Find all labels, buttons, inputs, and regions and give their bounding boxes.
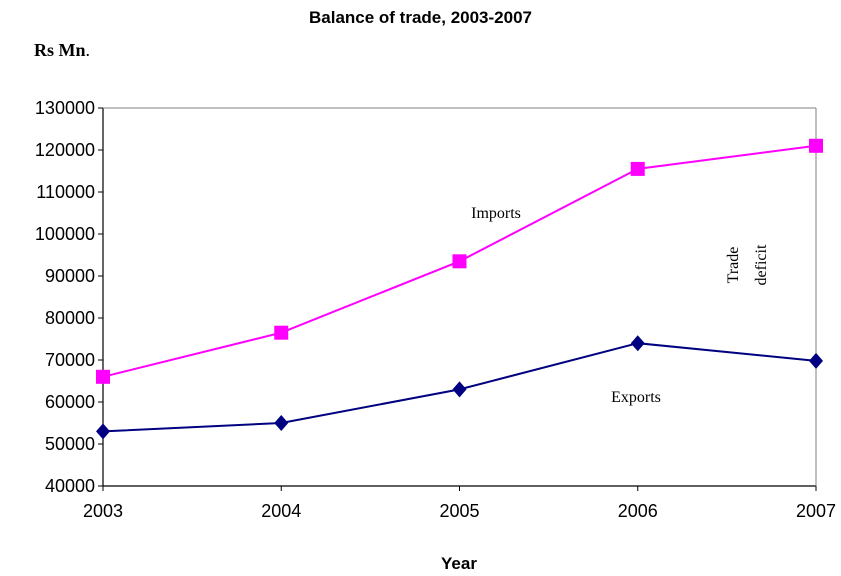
- y-tick-label: 80000: [45, 308, 95, 328]
- x-tick-label: 2003: [83, 501, 123, 521]
- y-tick-label: 120000: [35, 140, 95, 160]
- y-tick-label: 130000: [35, 98, 95, 118]
- exports-point: [630, 335, 645, 352]
- annotation-imports: Imports: [471, 205, 521, 222]
- y-tick-label: 100000: [35, 224, 95, 244]
- y-tick-label: 110000: [36, 182, 95, 202]
- imports-point: [630, 161, 645, 176]
- x-axis-label: Year: [441, 554, 477, 573]
- x-axis-ticks: 2003 2004 2005 2006 2007: [83, 486, 836, 521]
- y-tick-label: 90000: [45, 266, 95, 286]
- y-tick-label: 60000: [45, 392, 95, 412]
- y-axis-ticks: 40000 50000 60000 70000 80000 90000 100000 1100…: [35, 98, 103, 496]
- exports-point: [96, 423, 110, 440]
- y-axis-unit-label: Rs Mn.: [34, 40, 90, 61]
- x-tick-label: 2005: [439, 501, 479, 521]
- imports-point: [274, 325, 289, 340]
- y-axis-unit-bold: Rs Mn: [34, 40, 86, 60]
- annotation-exports: Exports: [611, 389, 661, 406]
- imports-point: [452, 254, 467, 269]
- chart-axes: [102, 107, 817, 487]
- annotation-imports-background: [467, 203, 525, 224]
- series-layer: [96, 138, 823, 440]
- y-tick-label: 50000: [45, 434, 95, 454]
- y-axis-unit-suffix: .: [85, 40, 91, 60]
- annotation-trade: Trade: [725, 247, 742, 284]
- exports-point: [274, 415, 289, 431]
- imports-point: [809, 138, 823, 153]
- x-tick-label: 2004: [261, 501, 301, 521]
- x-tick-label: 2007: [796, 501, 836, 521]
- x-tick-label: 2006: [618, 501, 658, 521]
- annotation-deficit: deficit: [753, 244, 770, 285]
- y-tick-label: 70000: [45, 350, 95, 370]
- exports-point: [809, 352, 823, 369]
- exports-point: [452, 381, 467, 398]
- chart-title: Balance of trade, 2003-2007: [308, 8, 532, 27]
- imports-point: [96, 369, 110, 384]
- y-tick-label: 40000: [45, 476, 95, 496]
